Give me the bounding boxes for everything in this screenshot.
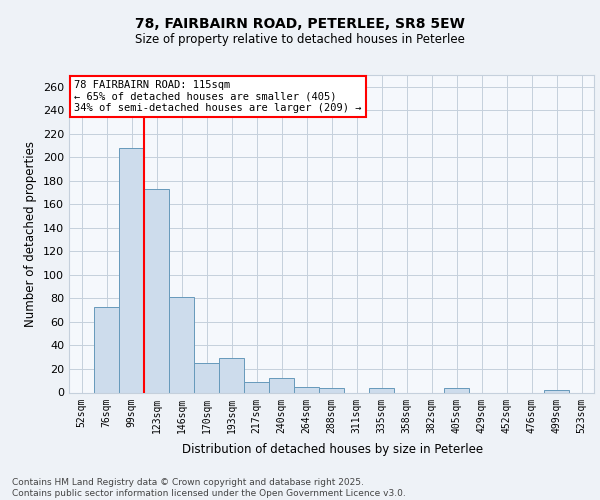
Bar	[294, 386, 319, 392]
Bar	[269, 378, 294, 392]
Bar	[169, 297, 194, 392]
Bar	[144, 189, 169, 392]
Bar	[319, 388, 344, 392]
Bar	[194, 363, 219, 392]
Text: 78, FAIRBAIRN ROAD, PETERLEE, SR8 5EW: 78, FAIRBAIRN ROAD, PETERLEE, SR8 5EW	[135, 18, 465, 32]
Bar	[544, 390, 569, 392]
Text: Distribution of detached houses by size in Peterlee: Distribution of detached houses by size …	[182, 442, 484, 456]
Y-axis label: Number of detached properties: Number of detached properties	[25, 141, 37, 327]
Bar	[244, 382, 269, 392]
Text: Contains HM Land Registry data © Crown copyright and database right 2025.
Contai: Contains HM Land Registry data © Crown c…	[12, 478, 406, 498]
Text: Size of property relative to detached houses in Peterlee: Size of property relative to detached ho…	[135, 32, 465, 46]
Bar	[369, 388, 394, 392]
Bar	[219, 358, 244, 392]
Bar	[119, 148, 144, 392]
Bar	[444, 388, 469, 392]
Text: 78 FAIRBAIRN ROAD: 115sqm
← 65% of detached houses are smaller (405)
34% of semi: 78 FAIRBAIRN ROAD: 115sqm ← 65% of detac…	[74, 80, 362, 113]
Bar	[94, 306, 119, 392]
